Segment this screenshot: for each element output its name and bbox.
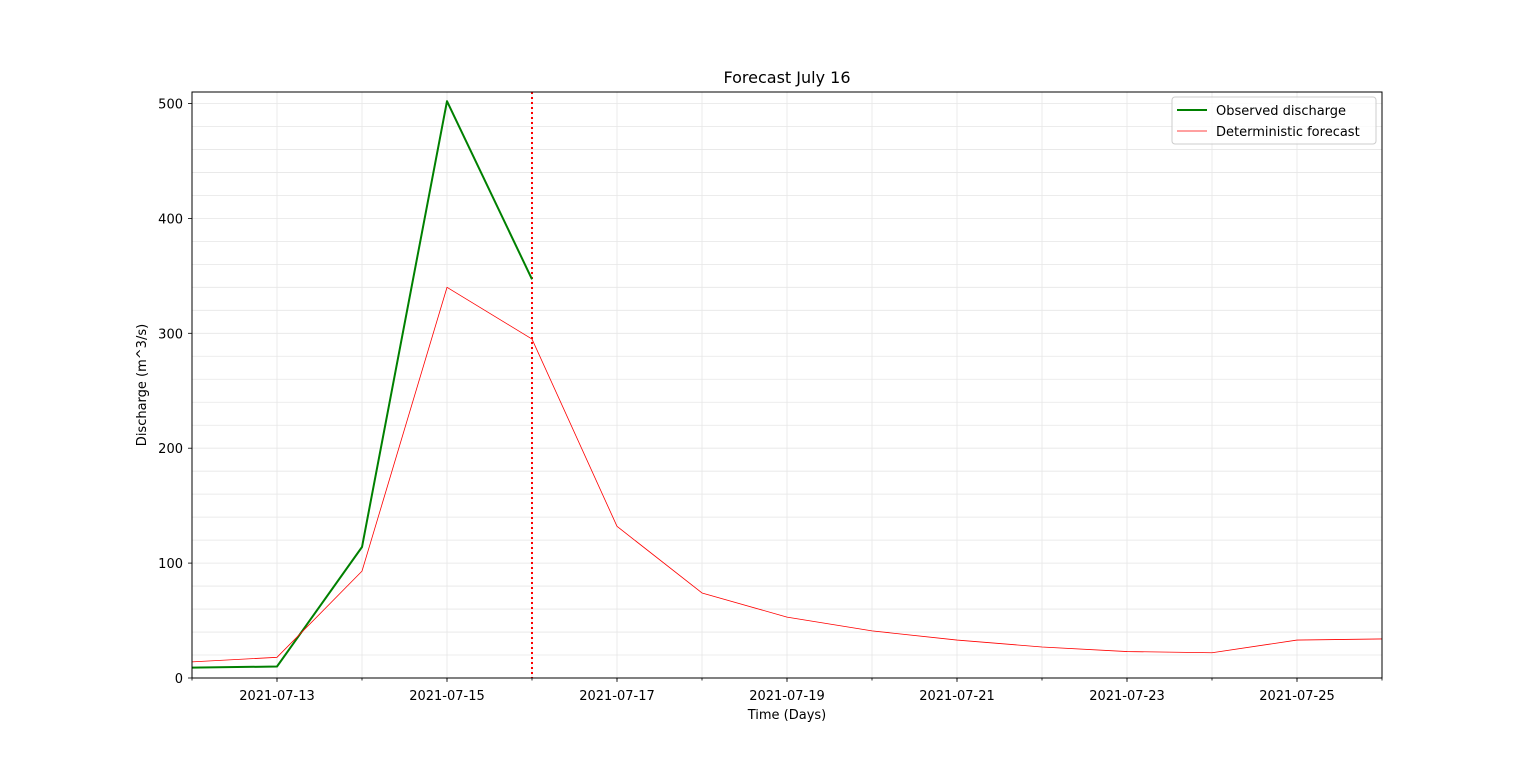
x-tick-label: 2021-07-17 <box>579 689 655 704</box>
series-line-observed <box>191 100 533 669</box>
x-tick-label: 2021-07-19 <box>749 689 825 704</box>
x-tick-label: 2021-07-23 <box>1089 689 1165 704</box>
series-lines <box>191 100 1383 669</box>
x-axis-label: Time (Days) <box>747 708 827 723</box>
series-line-forecast <box>191 286 1383 663</box>
legend: Observed discharge Deterministic forecas… <box>1171 96 1377 145</box>
chart-title: Forecast July 16 <box>723 68 850 87</box>
x-tick-label: 2021-07-21 <box>919 689 995 704</box>
y-tick-label: 300 <box>158 327 183 342</box>
legend-box <box>1171 96 1377 145</box>
x-axis: 2021-07-13 2021-07-15 2021-07-17 2021-07-19… <box>191 678 1383 704</box>
legend-label-forecast: Deterministic forecast <box>1216 125 1360 140</box>
y-tick-label: 200 <box>158 442 183 457</box>
x-tick-label: 2021-07-15 <box>409 689 485 704</box>
legend-label-observed: Observed discharge <box>1216 104 1346 119</box>
x-tick-label: 2021-07-25 <box>1259 689 1335 704</box>
grid <box>191 92 1383 679</box>
y-tick-label: 500 <box>158 97 183 112</box>
x-tick-label: 2021-07-13 <box>239 689 315 704</box>
y-axis: 0 100 200 300 400 500 <box>158 97 192 687</box>
y-tick-label: 100 <box>158 557 183 572</box>
y-tick-label: 0 <box>175 672 183 687</box>
y-axis-label: Discharge (m^3/s) <box>135 324 150 446</box>
y-tick-label: 400 <box>158 212 183 227</box>
